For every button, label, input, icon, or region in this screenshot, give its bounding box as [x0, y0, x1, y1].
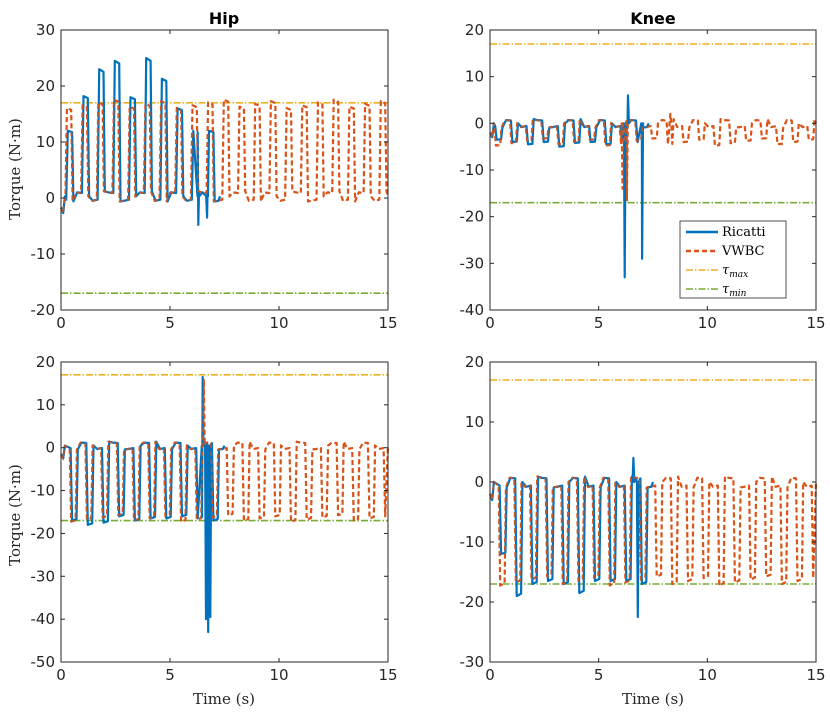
hip-title: Hip	[209, 9, 239, 28]
hip-top-plot: 0 5 10 15 -20 -10 0 10 20 30	[31, 21, 398, 332]
legend-taumax-label: τmax	[722, 263, 748, 280]
hip-bottom-xtick-label: 15	[378, 666, 397, 684]
legend-box	[679, 220, 787, 299]
hip-top-ytick-label: -10	[31, 245, 56, 263]
knee-bottom-xtick-label: 15	[806, 666, 825, 684]
hip-bottom-xtick-label: 0	[56, 666, 66, 684]
hip-top-xtick-label: 0	[56, 314, 66, 332]
hip-bottom-ylabel: Torque (N·m)	[6, 464, 24, 566]
hip-bottom-ytick-label: 0	[45, 439, 55, 457]
knee-bottom-axes-box	[489, 361, 817, 663]
knee-bottom-vwbc-series-overlay	[489, 475, 817, 587]
hip-top-xtick-label: 5	[165, 314, 175, 332]
legend-ricatti-label: Ricatti	[722, 225, 766, 240]
knee-top-ytick-label: -40	[460, 301, 485, 319]
knee-top-xtick-label: 0	[485, 314, 495, 332]
knee-bottom-ytick-label: -20	[460, 593, 485, 611]
knee-top-ytick-label: 10	[465, 68, 484, 86]
knee-top-xtick-label: 5	[594, 314, 604, 332]
legend: Ricatti VWBC τmax τmin	[679, 220, 787, 299]
hip-bottom-xtick-label: 10	[269, 666, 288, 684]
knee-top-xtick-label: 15	[806, 314, 825, 332]
hip-top-vwbc-series-overlay	[60, 98, 389, 214]
knee-top-ricatti-series	[489, 94, 650, 279]
legend-taumax-base: τ	[722, 263, 730, 278]
knee-bottom-plot: 0 5 10 15 -30 -20 -10 0 10 20	[460, 353, 826, 684]
knee-top-ytick-label: -10	[460, 161, 485, 179]
hip-bottom-ytick-label: 20	[36, 353, 55, 371]
knee-top-xtick-label: 10	[698, 314, 717, 332]
hip-bottom-axes-box	[60, 361, 389, 663]
knee-bottom-xtick-label: 5	[594, 666, 604, 684]
hip-bottom-ytick-label: -40	[31, 610, 56, 628]
hip-bottom-plot-area	[61, 362, 388, 662]
hip-bottom-xlabel: Time (s)	[193, 690, 255, 708]
legend-taumin-sub: min	[729, 289, 746, 299]
hip-top-panel: Hip Torque (N·m) 0 5 10 15 -20 -10 0 10 20 30	[6, 9, 398, 332]
legend-taumin-label: τmin	[722, 282, 747, 299]
knee-bottom-ytick-label: 0	[474, 473, 484, 491]
hip-top-axes-box	[60, 29, 389, 311]
hip-top-plot-area	[61, 30, 388, 310]
hip-top-ytick-label: 20	[36, 77, 55, 95]
knee-title: Knee	[630, 9, 676, 28]
hip-top-ytick-label: 10	[36, 133, 55, 151]
knee-bottom-ytick-label: -30	[460, 653, 485, 671]
hip-bottom-ytick-label: -20	[31, 524, 56, 542]
knee-top-vwbc-series-overlay	[489, 113, 817, 201]
knee-bottom-ricatti-series	[488, 456, 655, 619]
hip-top-xtick-label: 15	[378, 314, 397, 332]
hip-bottom-xtick-label: 5	[165, 666, 175, 684]
knee-top-ytick-label: -20	[460, 208, 485, 226]
knee-top-ytick-label: 0	[474, 114, 484, 132]
knee-bottom-xlabel: Time (s)	[622, 690, 684, 708]
knee-bottom-plot-area	[490, 362, 816, 662]
knee-top-ytick-label: -30	[460, 254, 485, 272]
hip-top-ytick-label: 30	[36, 21, 55, 39]
hip-bottom-vwbc-series-overlay	[60, 379, 389, 523]
hip-bottom-ricatti-series	[60, 375, 226, 634]
knee-bottom-ytick-label: -10	[460, 533, 485, 551]
knee-bottom-xtick-label: 0	[485, 666, 495, 684]
hip-top-ricatti-series	[59, 56, 222, 226]
hip-top-ytick-label: -20	[31, 301, 56, 319]
hip-top-ytick-label: 0	[45, 189, 55, 207]
hip-bottom-ytick-label: -50	[31, 653, 56, 671]
knee-bottom-panel: Time (s) 0 5 10 15 -30 -20 -10 0 10 20	[460, 353, 826, 708]
knee-bottom-ytick-label: 20	[465, 353, 484, 371]
hip-bottom-panel: Torque (N·m) Time (s) 0 5 10 15 -50 -40 -30 -20…	[6, 353, 398, 708]
hip-top-xtick-label: 10	[269, 314, 288, 332]
hip-bottom-ytick-label: -10	[31, 482, 56, 500]
hip-bottom-ytick-label: -30	[31, 567, 56, 585]
knee-top-ytick-label: 20	[465, 21, 484, 39]
legend-taumax-sub: max	[729, 270, 748, 280]
legend-taumin-base: τ	[722, 282, 730, 297]
hip-top-ylabel: Torque (N·m)	[6, 118, 24, 220]
legend-vwbc-label: VWBC	[721, 244, 765, 259]
hip-bottom-plot: 0 5 10 15 -50 -40 -30 -20 -10 0 10 20	[31, 353, 398, 684]
hip-bottom-ytick-label: 10	[36, 396, 55, 414]
knee-bottom-xtick-label: 10	[698, 666, 717, 684]
knee-bottom-ytick-label: 10	[465, 413, 484, 431]
